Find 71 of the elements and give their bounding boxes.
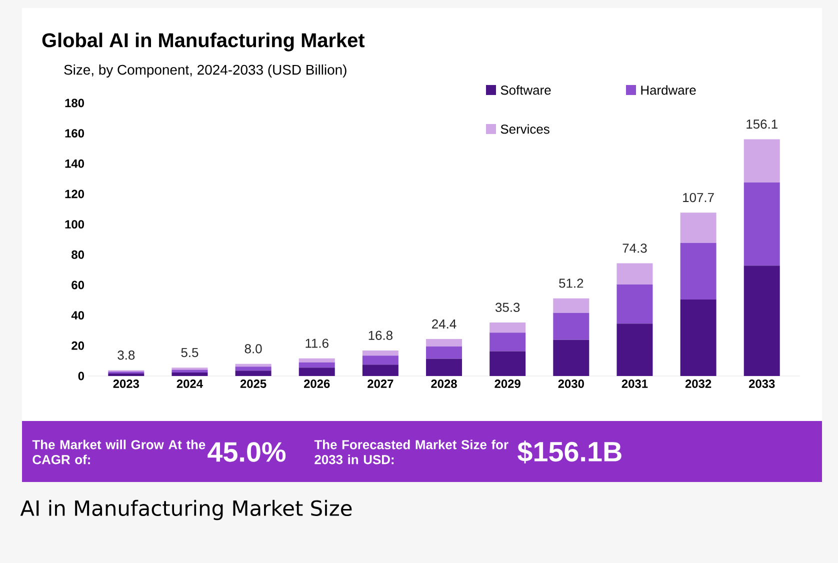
total-label: 24.4 [432, 319, 456, 328]
bar [362, 364, 398, 376]
total-label: 74.3 [622, 244, 647, 253]
bar [235, 364, 272, 367]
total-label: 16.8 [368, 330, 392, 340]
bar [616, 324, 653, 376]
x-tick-label: 2032 [685, 380, 712, 388]
bar [298, 368, 335, 376]
x-tick-label: 2024 [176, 380, 203, 388]
total-label: 3.8 [118, 350, 135, 360]
bar [616, 284, 653, 324]
y-tick-label: 40 [71, 311, 84, 320]
x-tick-label: 2026 [304, 380, 330, 388]
bar [744, 139, 780, 182]
bar [680, 300, 716, 376]
y-tick-label: 20 [72, 341, 84, 350]
bar [490, 351, 526, 376]
y-tick-label: 60 [72, 280, 84, 290]
y-tick-label: 100 [65, 220, 84, 229]
bar [490, 332, 526, 352]
y-tick-label: 180 [65, 98, 84, 108]
bar [235, 370, 272, 376]
legend-label: Services [500, 124, 550, 134]
y-tick-label: 80 [72, 250, 84, 259]
total-label: 107.7 [683, 192, 714, 202]
bar [362, 356, 398, 365]
bar [744, 182, 780, 266]
x-tick-label: 2030 [558, 380, 584, 388]
x-tick-label: 2028 [431, 380, 457, 388]
text: 45.0% [208, 442, 286, 462]
bar [744, 266, 780, 376]
bar [490, 322, 526, 333]
x-tick-label: 2031 [622, 380, 648, 388]
text: The Forecasted Market Size for 2033 in USD: [314, 440, 508, 464]
text: The Market will Grow At the CAGR of: [32, 440, 206, 464]
bar [426, 358, 462, 376]
legend-label: Software [500, 85, 551, 95]
bar [680, 242, 716, 300]
y-tick-label: 0 [78, 372, 84, 380]
bar [298, 358, 335, 362]
x-tick-label: 2025 [240, 380, 266, 388]
chart-title: Global AI in Manufacturing Market [42, 32, 365, 52]
x-tick-label: 2027 [368, 380, 394, 388]
bar [172, 370, 208, 372]
total-label: 8.0 [244, 344, 262, 354]
text: AI in Manufacturing Market Size [20, 500, 352, 520]
bar [235, 366, 272, 371]
bar [553, 298, 590, 313]
bar [616, 263, 653, 285]
legend-label: Hardware [641, 85, 696, 95]
y-tick-label: 140 [65, 159, 84, 168]
total-label: 35.3 [495, 302, 520, 312]
chart-subtitle: Size, by Component, 2024-2033 (USD Billion) [64, 64, 346, 78]
total-label: 51.2 [559, 278, 584, 288]
bar [298, 362, 335, 368]
y-tick-label: 160 [65, 129, 84, 138]
x-tick-label: 2029 [494, 380, 520, 388]
bar [553, 340, 590, 376]
x-tick-label: 2033 [748, 380, 775, 388]
bar [362, 350, 398, 356]
total-label: 156.1 [746, 120, 778, 129]
bar [553, 312, 590, 340]
text: $156.1B [518, 440, 622, 464]
y-tick-label: 120 [65, 190, 84, 198]
bar [426, 346, 462, 359]
total-label: 11.6 [306, 338, 328, 348]
bar [680, 212, 716, 243]
total-label: 5.5 [181, 348, 198, 358]
bar [172, 372, 208, 376]
x-tick-label: 2023 [113, 380, 140, 388]
bar [426, 338, 462, 347]
